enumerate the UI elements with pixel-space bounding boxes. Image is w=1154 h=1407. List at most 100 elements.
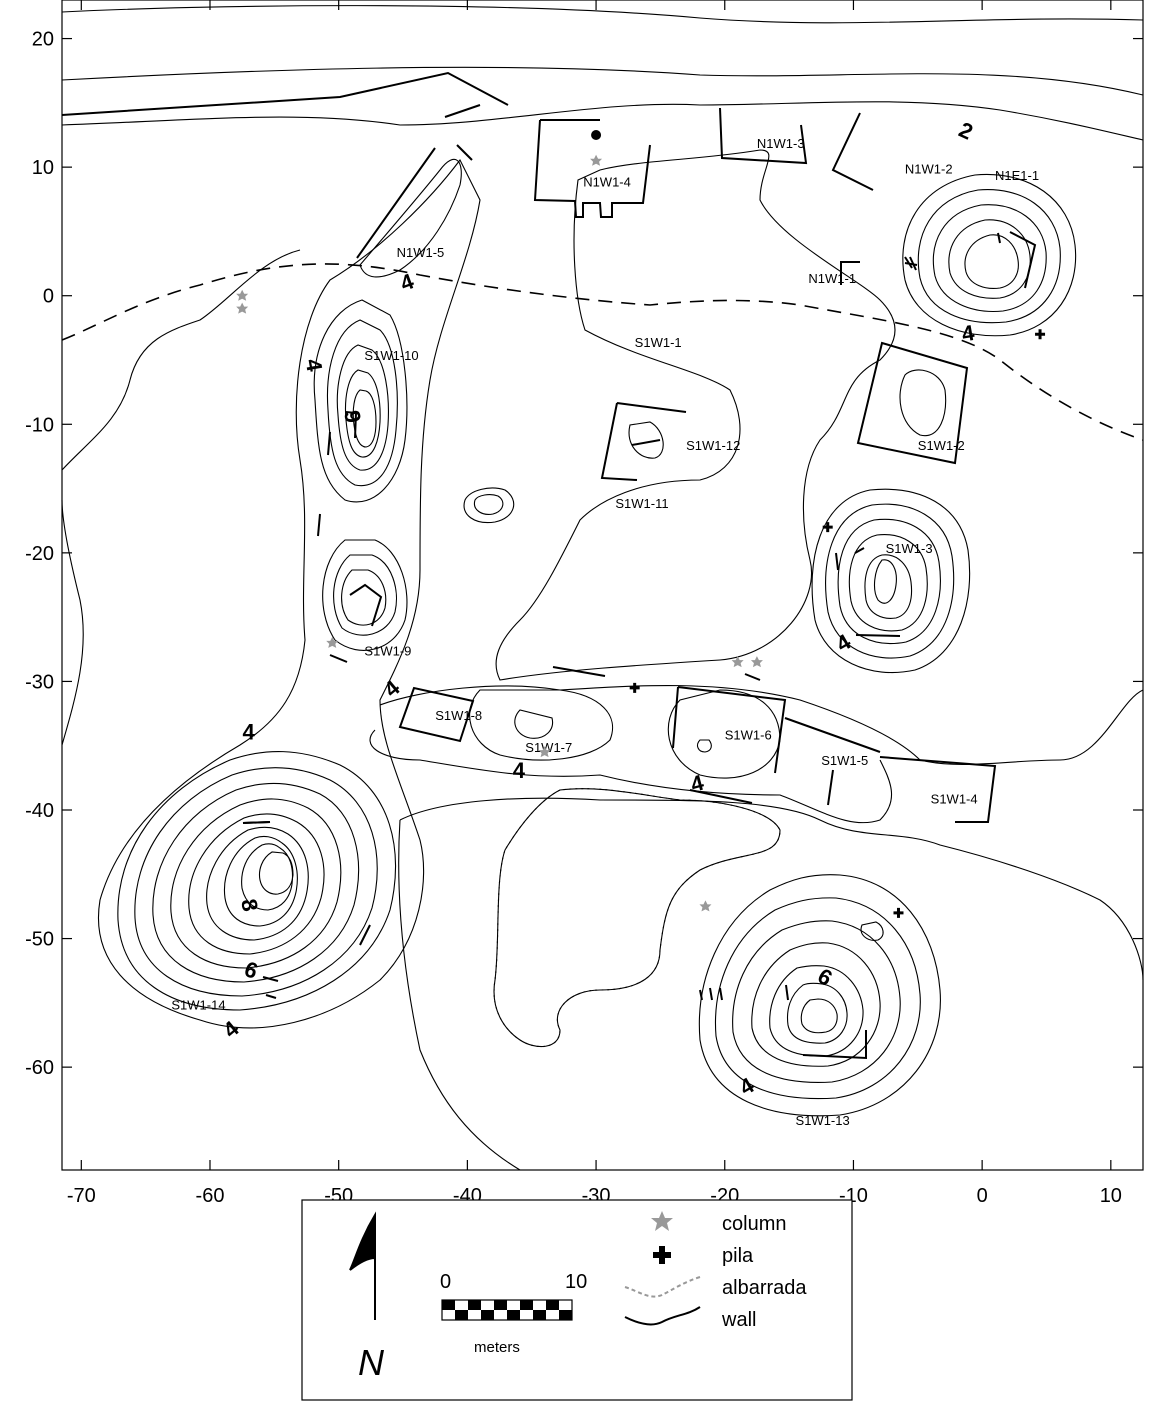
contour-sw-7 <box>223 835 298 927</box>
x-tick-label: -60 <box>196 1185 225 1207</box>
pila-marker-icon <box>893 907 904 918</box>
y-tick-label: -40 <box>25 800 54 822</box>
y-tick-label: -10 <box>25 414 54 436</box>
contour-sw-9 <box>258 851 294 895</box>
contour-southwest-edge <box>398 819 521 1171</box>
contour-w7-2 <box>514 709 554 739</box>
contour-w9-3 <box>341 569 387 626</box>
contour-label: 4 <box>301 357 328 374</box>
site-label: S1W1-7 <box>525 740 572 755</box>
pila-icon <box>653 1246 671 1264</box>
column-marker-icon <box>590 154 603 166</box>
contour-knoll-3 <box>860 921 884 941</box>
contour-label: 2 <box>955 117 977 145</box>
scale-start-label: 0 <box>440 1271 451 1293</box>
site-labels: N1W1-4 N1W1-3 N1W1-2 N1E1-1 N1W1-5 N1W1-1 S1W1… <box>171 136 1039 1128</box>
contour-west-ridge <box>98 158 481 1029</box>
pila-markers <box>629 329 1046 918</box>
contour-w9-2 <box>333 554 397 636</box>
x-tick-label: -70 <box>67 1185 96 1207</box>
site-label: N1E1-1 <box>995 168 1039 183</box>
contour-w13-6 <box>786 982 848 1044</box>
site-label: S1W1-10 <box>364 348 418 363</box>
legend-pila-label: pila <box>722 1245 754 1267</box>
legend-albarrada-label: albarrada <box>722 1277 807 1299</box>
x-tick-label: 10 <box>1100 1185 1122 1207</box>
contour-w3-1 <box>811 488 971 674</box>
contour-knoll-2 <box>473 494 504 515</box>
contour-sw-6 <box>206 826 309 941</box>
site-label: S1W1-2 <box>918 438 965 453</box>
contour-e1-4 <box>948 219 1031 299</box>
column-marker-icon <box>538 746 551 758</box>
contour-central <box>495 149 896 681</box>
legend: N 0 10 meters column pila al <box>301 1199 853 1401</box>
contour-knoll-1 <box>463 487 515 524</box>
contour-west-low <box>61 249 301 471</box>
y-tick-label: 10 <box>32 157 54 179</box>
y-tick-label: 0 <box>43 286 54 308</box>
contour-label: 6 <box>241 956 261 984</box>
contour-e1-2 <box>917 189 1061 324</box>
scale-bar <box>441 1299 573 1321</box>
scale-unit-label: meters <box>474 1339 520 1356</box>
survey-line <box>61 263 1144 441</box>
contour-w3-3 <box>837 518 941 644</box>
contour-w3-4 <box>848 534 928 632</box>
site-label: S1W1-3 <box>886 541 933 556</box>
legend-column-label: column <box>722 1213 786 1235</box>
site-label: N1W1-1 <box>808 271 856 286</box>
north-label: N <box>358 1342 385 1383</box>
contour-label: 4 <box>397 268 418 296</box>
north-arrow-icon <box>349 1211 376 1320</box>
contour-outer <box>61 66 1144 96</box>
contour-e1-5 <box>964 234 1019 289</box>
contour-band-1 <box>379 684 1144 765</box>
column-marker-icon <box>236 289 249 301</box>
dot-marker-icon <box>591 130 602 140</box>
contour-lines <box>61 5 1144 1171</box>
column-marker-icon <box>750 656 763 668</box>
column-icon <box>651 1211 673 1231</box>
pila-marker-icon <box>822 522 833 533</box>
contour-north-2 <box>61 101 1144 141</box>
column-marker-icon <box>236 302 249 314</box>
contour-label: 9 <box>339 408 366 424</box>
contour-w3-5 <box>864 554 913 619</box>
contour-sw-4 <box>170 798 342 969</box>
wall-icon <box>624 1306 701 1326</box>
contour-sw-8 <box>241 843 294 911</box>
walls <box>61 71 1037 1060</box>
other-markers <box>591 130 602 140</box>
contour-label: 4 <box>960 320 977 347</box>
contour-w3-2 <box>825 503 955 659</box>
site-label: S1W1-6 <box>725 727 772 742</box>
column-marker-icon <box>326 636 339 648</box>
contour-sw-3 <box>152 782 360 983</box>
contour-label: 4 <box>242 719 255 744</box>
contour-w13-5 <box>769 965 864 1057</box>
column-marker-icon <box>699 900 712 912</box>
site-label: N1W1-4 <box>583 174 631 189</box>
contour-w6-2 <box>696 739 712 753</box>
contour-w2 <box>899 369 947 437</box>
contour-w13-1 <box>698 874 941 1117</box>
site-label: S1W1-9 <box>364 644 411 659</box>
contour-w10-2 <box>326 319 398 487</box>
contour-w10-4 <box>344 369 381 458</box>
albarrada-line <box>493 788 781 1048</box>
contour-w13-4 <box>751 942 881 1067</box>
contour-north-1 <box>61 5 1144 24</box>
site-label: S1W1-5 <box>821 753 868 768</box>
contour-w9-1 <box>322 539 408 651</box>
contour-label: 4 <box>218 1015 244 1043</box>
site-label: S1W1-12 <box>686 438 740 453</box>
contour-w13-2 <box>714 897 921 1100</box>
y-tick-label: -60 <box>25 1057 54 1079</box>
contour-w13-7 <box>800 998 838 1034</box>
legend-wall-label: wall <box>721 1309 756 1331</box>
contour-w12 <box>628 421 664 459</box>
y-tick-label: 20 <box>32 29 54 51</box>
contour-label: 4 <box>513 758 526 783</box>
site-label: N1W1-3 <box>757 136 805 151</box>
